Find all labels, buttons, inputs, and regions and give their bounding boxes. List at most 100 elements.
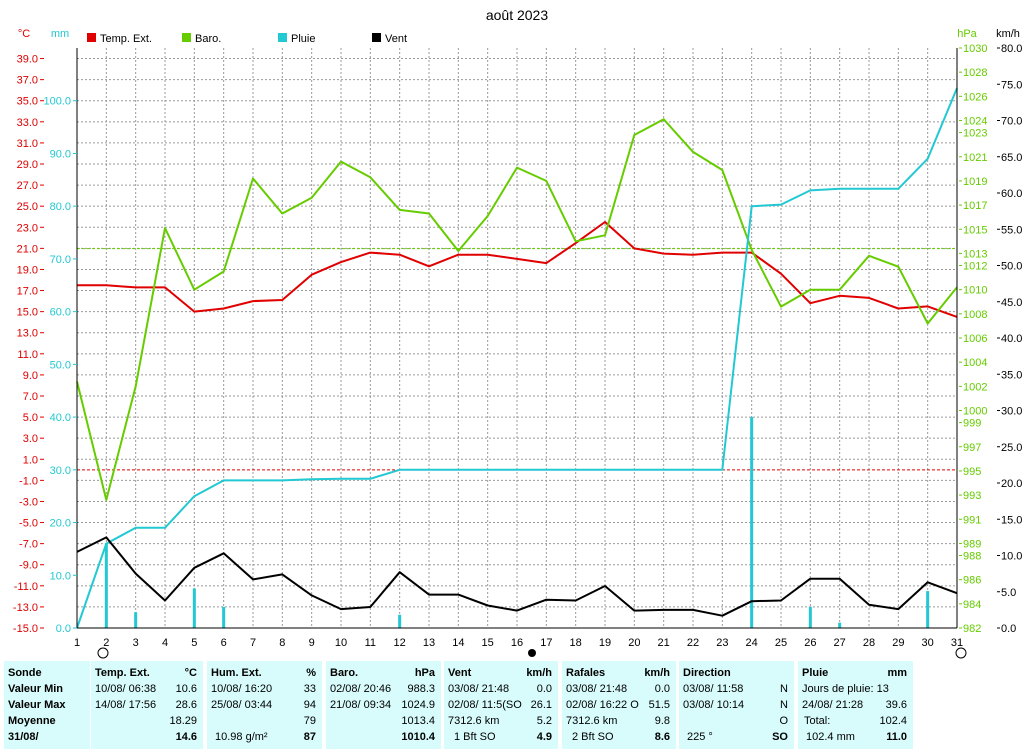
x-tick-label: 5 xyxy=(191,637,197,649)
pluie-total-label: Total: xyxy=(804,715,831,727)
x-tick-label: 11 xyxy=(365,637,376,649)
rain-axis-unit: mm xyxy=(51,28,69,40)
baro-axis-unit: hPa xyxy=(957,28,977,40)
tick-label: -11.0 xyxy=(14,581,38,593)
hum-max-date: 25/08/ 03:44 xyxy=(211,699,273,711)
tick-label: 1024 xyxy=(963,116,987,128)
series-line xyxy=(76,536,958,617)
tick-label: 11.0 xyxy=(17,349,38,361)
summary-panel: Sonde Valeur Min Valeur Max Moyenne 31/0… xyxy=(0,659,1034,751)
x-tick-label: 8 xyxy=(279,637,285,649)
tick-label: 30.0 xyxy=(50,465,71,477)
tick-label: 0.0 xyxy=(1001,623,1016,635)
temp-max: 28.6 xyxy=(175,699,197,711)
tick-label: 60.0 xyxy=(50,307,71,319)
hum-min: 33 xyxy=(303,683,316,695)
tick-label: 993 xyxy=(963,490,981,502)
tick-label: 7.0 xyxy=(23,391,38,403)
x-tick-label: 24 xyxy=(746,637,758,649)
summary-col-temp: Temp. Ext. °C 10/08/ 06:38 10.6 14/08/ 17:… xyxy=(91,661,203,749)
temp-avg: 18.29 xyxy=(169,715,197,727)
daily-rain-bars xyxy=(104,417,930,628)
rafales-last: 8.6 xyxy=(654,731,670,743)
tick-label: 27.0 xyxy=(17,180,38,192)
tick-label: 3.0 xyxy=(23,433,38,445)
rafales-min: 0.0 xyxy=(654,683,670,695)
summary-col-sonde: Sonde Valeur Min Valeur Max Moyenne 31/0… xyxy=(4,661,90,749)
pluie-unit: mm xyxy=(887,667,907,679)
x-tick-label: 25 xyxy=(775,637,787,649)
direction-last: SO xyxy=(772,731,788,743)
tick-label: 75.0 xyxy=(1001,79,1022,91)
label-min: Valeur Min xyxy=(8,683,64,695)
tick-label: 100.0 xyxy=(43,96,71,108)
tick-label: 25.0 xyxy=(1001,442,1022,454)
tick-label: 988 xyxy=(963,551,981,563)
tick-label: -7.0 xyxy=(19,539,38,551)
x-tick-label: 16 xyxy=(511,637,523,649)
rafales-max-date: 02/08/ 16:22 O xyxy=(566,699,639,711)
hum-last: 87 xyxy=(303,731,316,743)
tick-label: 5.0 xyxy=(1001,587,1016,599)
tick-label: 80.0 xyxy=(50,201,71,213)
chart-legend: Temp. Ext. Baro. Pluie Vent xyxy=(87,33,407,45)
legend-swatch xyxy=(182,33,191,42)
tick-label: 31.0 xyxy=(17,138,38,150)
x-tick-label: 28 xyxy=(863,637,875,649)
tick-label: 80.0 xyxy=(1001,43,1022,55)
tick-label: 986 xyxy=(963,575,981,587)
vent-unit: km/h xyxy=(526,667,552,679)
sonde-header: Sonde xyxy=(8,667,42,679)
tick-label: 50.0 xyxy=(1001,261,1022,273)
direction-max-date: 03/08/ 10:14 xyxy=(683,699,745,711)
summary-col-vent: Vent km/h 03/08/ 21:48 0.0 02/08/ 11:5(SO 2… xyxy=(444,661,558,749)
pluie-total: 102.4 xyxy=(879,715,907,727)
month-end-marker-icon xyxy=(955,647,967,659)
pluie-header: Pluie xyxy=(802,667,829,679)
tick-label: 9.0 xyxy=(23,370,38,382)
temp-min: 10.6 xyxy=(175,683,197,695)
baro-min: 988.3 xyxy=(407,683,435,695)
temp-max-date: 14/08/ 17:56 xyxy=(95,699,157,711)
tick-label: -5.0 xyxy=(19,518,38,530)
baro-unit: hPa xyxy=(414,667,435,679)
tick-label: 1021 xyxy=(963,152,987,164)
pluie-max: 39.6 xyxy=(885,699,907,711)
tick-label: 1023 xyxy=(963,128,987,140)
x-tick-label: 22 xyxy=(687,637,699,649)
summary-col-rafales: Rafales km/h 03/08/ 21:48 0.0 02/08/ 16:22… xyxy=(562,661,676,749)
tick-label: 21.0 xyxy=(17,243,38,255)
tick-label: 39.0 xyxy=(17,54,38,66)
vent-bft: 1 Bft SO xyxy=(454,731,496,743)
pluie-last: 11.0 xyxy=(886,731,907,743)
pluie-month: 102.4 mm xyxy=(806,731,855,743)
tick-label: 0.0 xyxy=(56,623,71,635)
rain-bar xyxy=(192,588,196,628)
direction-max: N xyxy=(780,699,788,711)
baro-min-date: 02/08/ 20:46 xyxy=(330,683,392,695)
hum-max: 94 xyxy=(303,699,316,711)
tick-label: 995 xyxy=(963,466,981,478)
tick-label: 55.0 xyxy=(1001,224,1022,236)
tick-label: 1000 xyxy=(963,406,987,418)
summary-col-pluie: Pluie mm Jours de pluie: 13 24/08/ 21:28 3… xyxy=(798,661,913,749)
rain-bar xyxy=(808,606,812,628)
tick-label: 40.0 xyxy=(1001,333,1022,345)
temp-unit: °C xyxy=(184,667,197,679)
weather-chart: août 2023 °C mm hPa km/h Temp. Ext. Baro.… xyxy=(13,7,1022,659)
rain-bar xyxy=(398,614,402,628)
tick-label: 13.0 xyxy=(17,328,38,340)
tick-label: 50.0 xyxy=(50,359,71,371)
rafales-bft: 2 Bft SO xyxy=(572,731,614,743)
hum-abs: 10.98 g/m² xyxy=(215,731,268,743)
x-tick-label: 18 xyxy=(570,637,582,649)
x-tick-label: 7 xyxy=(250,637,256,649)
direction-avg: O xyxy=(779,715,788,727)
rafales-avg: 9.8 xyxy=(654,715,670,727)
pluie-max-date: 24/08/ 21:28 xyxy=(802,699,864,711)
tick-label: 17.0 xyxy=(17,286,38,298)
hum-unit: % xyxy=(306,667,316,679)
label-avg: Moyenne xyxy=(8,715,56,727)
tick-label: 1002 xyxy=(963,381,987,393)
vent-last: 4.9 xyxy=(536,731,552,743)
